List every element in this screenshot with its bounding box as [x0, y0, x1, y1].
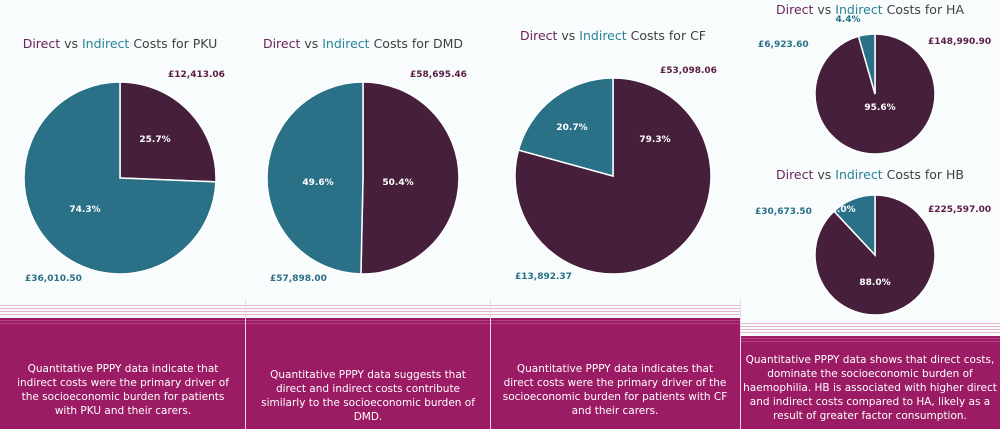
divider: [490, 300, 491, 429]
stripe-decoration: [0, 303, 740, 317]
divider: [740, 300, 741, 429]
title-vs: vs: [60, 36, 82, 51]
chart-title: Direct vs Indirect Costs for DMD: [253, 36, 473, 51]
indirect-pct-label: 74.3%: [69, 205, 100, 215]
indirect-amount-label: £30,673.50: [755, 207, 812, 217]
title-indirect: Indirect: [835, 2, 883, 17]
direct-amount-label: £148,990.90: [928, 37, 992, 47]
indirect-amount-label: £36,010.50: [25, 274, 82, 284]
title-vs: vs: [813, 167, 836, 182]
indirect-pct-label: 49.6%: [302, 178, 333, 188]
direct-pct-label: 25.7%: [139, 135, 170, 145]
direct-pct-label: 79.3%: [639, 135, 670, 145]
chart-title: Direct vs Indirect Costs for HB: [760, 167, 980, 182]
indirect-pct-label: 20.7%: [556, 123, 587, 133]
indirect-pct-label: 4.4%: [836, 15, 861, 25]
indirect-slice: [832, 194, 876, 257]
direct-pct-label: 50.4%: [382, 178, 413, 188]
title-vs: vs: [300, 36, 323, 51]
indirect-amount-label: £6,923.60: [758, 40, 809, 50]
title-direct: Direct: [262, 36, 301, 51]
direct-amount-label: £12,413.06: [168, 70, 225, 80]
title-indirect: Indirect: [81, 36, 130, 51]
title-direct: Direct: [775, 167, 814, 182]
title-rest: Costs for CF: [626, 28, 706, 43]
title-rest: Costs for HA: [882, 2, 965, 17]
title-rest: Costs for DMD: [369, 36, 464, 51]
description-band-haemophilia: [740, 336, 1000, 429]
description-haemophilia: Quantitative PPPY data shows that direct…: [743, 354, 997, 422]
direct-slice: [119, 81, 217, 183]
indirect-slice: [23, 81, 217, 275]
title-direct: Direct: [520, 28, 558, 43]
title-vs: vs: [557, 28, 580, 43]
indirect-pct-label: 12.0%: [824, 205, 855, 215]
title-rest: Costs for PKU: [129, 36, 218, 51]
direct-slice: [360, 81, 460, 275]
indirect-amount-label: £57,898.00: [270, 274, 327, 284]
title-vs: vs: [813, 2, 836, 17]
title-direct: Direct: [775, 2, 814, 17]
direct-pct-label: 88.0%: [859, 278, 890, 288]
title-indirect: Indirect: [322, 36, 370, 51]
indirect-slice: [517, 77, 614, 177]
indirect-slice: [266, 81, 364, 275]
divider: [245, 300, 246, 429]
stripe-decoration: [740, 336, 1000, 344]
description-cf: Quantitative PPPY data indicates that di…: [502, 363, 728, 417]
chart-title: Direct vs Indirect Costs for HA: [760, 2, 980, 17]
title-indirect: Indirect: [835, 167, 883, 182]
direct-pct-label: 95.6%: [864, 103, 895, 113]
chart-title: Direct vs Indirect Costs for CF: [503, 28, 723, 43]
chart-title: Direct vs Indirect Costs for PKU: [10, 36, 230, 51]
title-direct: Direct: [22, 36, 61, 51]
indirect-amount-label: £13,892.37: [515, 272, 572, 282]
direct-amount-label: £58,695.46: [410, 70, 467, 80]
title-rest: Costs for HB: [882, 167, 965, 182]
indirect-slice: [857, 33, 876, 95]
direct-amount-label: £225,597.00: [928, 205, 992, 215]
stripe-decoration: [0, 318, 740, 326]
direct-amount-label: £53,098.06: [660, 66, 717, 76]
stripe-decoration: [740, 321, 1000, 335]
description-dmd: Quantitative PPPY data suggests that dir…: [261, 369, 475, 423]
title-indirect: Indirect: [579, 28, 627, 43]
description-band: [0, 318, 740, 429]
description-pku: Quantitative PPPY data indicate that ind…: [17, 363, 229, 417]
